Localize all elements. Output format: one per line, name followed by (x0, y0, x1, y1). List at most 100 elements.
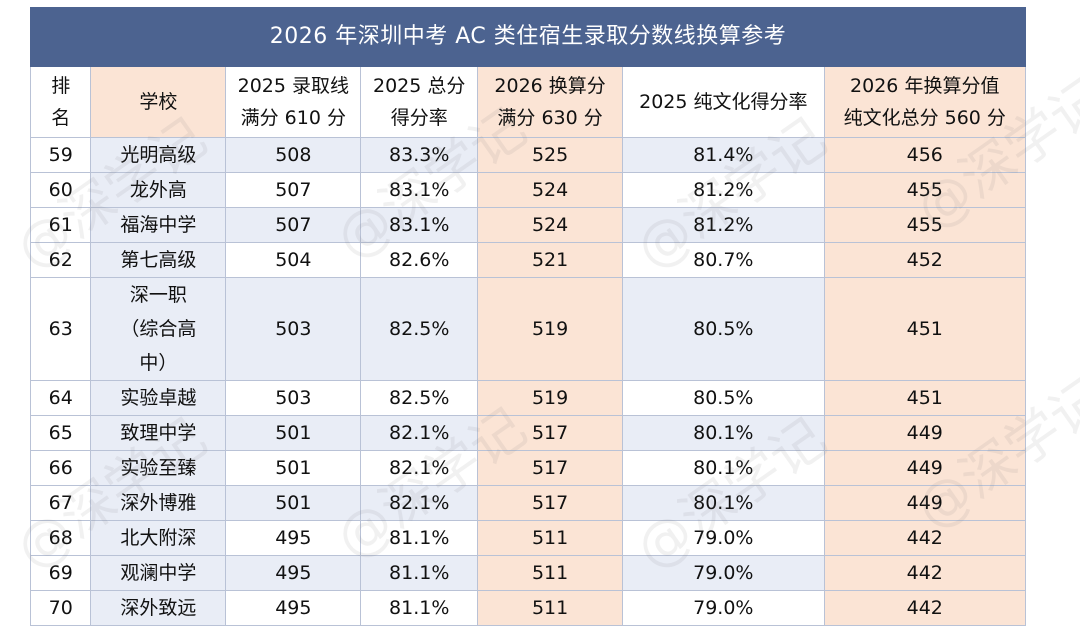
cell-rate-2025: 82.1% (360, 485, 479, 521)
cell-score-2025: 507 (225, 172, 362, 208)
score-conversion-table: 2026 年深圳中考 AC 类住宿生录取分数线换算参考 排 名 学校 2025 … (29, 7, 1027, 626)
cell-score-2026: 511 (477, 590, 624, 626)
cell-culture-rate-2025: 81.2% (622, 207, 825, 243)
cell-culture-rate-2025: 80.1% (622, 450, 825, 486)
table-title: 2026 年深圳中考 AC 类住宿生录取分数线换算参考 (30, 7, 1026, 67)
cell-rate-2025: 81.1% (360, 520, 479, 556)
cell-school: 北大附深 (90, 520, 227, 556)
cell-rank: 61 (29, 207, 92, 243)
header-culture-rate-2025: 2025 纯文化得分率 (622, 66, 825, 138)
cell-rate-2025: 83.1% (360, 172, 479, 208)
header-rank: 排 名 (29, 66, 92, 138)
cell-score-2026: 511 (477, 555, 624, 591)
cell-score-2026: 519 (477, 277, 624, 381)
header-score-2025: 2025 录取线 满分 610 分 (225, 66, 362, 138)
cell-rate-2025: 82.1% (360, 450, 479, 486)
cell-school: 实验卓越 (90, 380, 227, 416)
header-rate-2025: 2025 总分 得分率 (360, 66, 479, 138)
cell-culture-rate-2025: 80.7% (622, 242, 825, 278)
cell-culture-rate-2025: 81.2% (622, 172, 825, 208)
cell-rate-2025: 83.1% (360, 207, 479, 243)
cell-score-2025: 495 (225, 520, 362, 556)
header-culture-2026: 2026 年换算分值 纯文化总分 560 分 (823, 66, 1027, 138)
cell-rank: 59 (29, 137, 92, 173)
cell-culture-rate-2025: 79.0% (622, 520, 825, 556)
cell-score-2026: 519 (477, 380, 624, 416)
cell-culture-2026: 442 (823, 520, 1027, 556)
table-row: 59 光明高级 508 83.3% 525 81.4% 456 (29, 137, 1027, 173)
table-row: 69 观澜中学 495 81.1% 511 79.0% 442 (29, 555, 1027, 591)
cell-school: 深外博雅 (90, 485, 227, 521)
cell-score-2025: 507 (225, 207, 362, 243)
cell-score-2025: 495 (225, 590, 362, 626)
cell-school: 第七高级 (90, 242, 227, 278)
cell-rate-2025: 81.1% (360, 590, 479, 626)
cell-culture-2026: 451 (823, 277, 1027, 381)
cell-culture-2026: 455 (823, 207, 1027, 243)
table-row: 62 第七高级 504 82.6% 521 80.7% 452 (29, 242, 1027, 278)
cell-culture-2026: 452 (823, 242, 1027, 278)
cell-rank: 60 (29, 172, 92, 208)
cell-rank: 64 (29, 380, 92, 416)
table-row: 63 深一职 （综合高 中） 503 82.5% 519 80.5% 451 (29, 277, 1027, 381)
cell-school: 深外致远 (90, 590, 227, 626)
cell-score-2026: 517 (477, 485, 624, 521)
cell-culture-rate-2025: 80.1% (622, 415, 825, 451)
cell-rank: 62 (29, 242, 92, 278)
cell-rate-2025: 81.1% (360, 555, 479, 591)
cell-score-2025: 501 (225, 415, 362, 451)
cell-rate-2025: 83.3% (360, 137, 479, 173)
table-header-row: 排 名 学校 2025 录取线 满分 610 分 2025 总分 得分率 202… (29, 66, 1027, 138)
cell-culture-rate-2025: 80.5% (622, 277, 825, 381)
header-school: 学校 (90, 66, 227, 138)
cell-score-2026: 517 (477, 450, 624, 486)
cell-culture-2026: 456 (823, 137, 1027, 173)
cell-score-2025: 501 (225, 485, 362, 521)
cell-score-2025: 503 (225, 380, 362, 416)
cell-score-2026: 511 (477, 520, 624, 556)
table-row: 64 实验卓越 503 82.5% 519 80.5% 451 (29, 380, 1027, 416)
cell-rate-2025: 82.6% (360, 242, 479, 278)
cell-culture-2026: 442 (823, 590, 1027, 626)
cell-rank: 63 (29, 277, 92, 381)
cell-culture-rate-2025: 81.4% (622, 137, 825, 173)
header-score-2026: 2026 换算分 满分 630 分 (477, 66, 624, 138)
cell-culture-2026: 449 (823, 485, 1027, 521)
table-row: 70 深外致远 495 81.1% 511 79.0% 442 (29, 590, 1027, 626)
cell-culture-2026: 451 (823, 380, 1027, 416)
cell-score-2026: 524 (477, 207, 624, 243)
cell-score-2026: 521 (477, 242, 624, 278)
cell-score-2025: 503 (225, 277, 362, 381)
cell-score-2025: 495 (225, 555, 362, 591)
cell-rank: 67 (29, 485, 92, 521)
cell-school: 龙外高 (90, 172, 227, 208)
cell-score-2025: 508 (225, 137, 362, 173)
cell-culture-rate-2025: 80.1% (622, 485, 825, 521)
cell-culture-2026: 449 (823, 415, 1027, 451)
cell-culture-rate-2025: 79.0% (622, 590, 825, 626)
cell-score-2026: 517 (477, 415, 624, 451)
cell-rank: 68 (29, 520, 92, 556)
table-row: 67 深外博雅 501 82.1% 517 80.1% 449 (29, 485, 1027, 521)
cell-rank: 69 (29, 555, 92, 591)
table-row: 65 致理中学 501 82.1% 517 80.1% 449 (29, 415, 1027, 451)
cell-rank: 70 (29, 590, 92, 626)
cell-score-2025: 501 (225, 450, 362, 486)
table-row: 61 福海中学 507 83.1% 524 81.2% 455 (29, 207, 1027, 243)
table-row: 68 北大附深 495 81.1% 511 79.0% 442 (29, 520, 1027, 556)
cell-culture-2026: 455 (823, 172, 1027, 208)
cell-culture-rate-2025: 80.5% (622, 380, 825, 416)
cell-school: 观澜中学 (90, 555, 227, 591)
score-table-container: 2026 年深圳中考 AC 类住宿生录取分数线换算参考 排 名 学校 2025 … (29, 7, 1027, 626)
cell-rate-2025: 82.5% (360, 277, 479, 381)
cell-culture-2026: 449 (823, 450, 1027, 486)
table-title-row: 2026 年深圳中考 AC 类住宿生录取分数线换算参考 (30, 7, 1026, 67)
cell-culture-rate-2025: 79.0% (622, 555, 825, 591)
cell-score-2025: 504 (225, 242, 362, 278)
cell-school: 光明高级 (90, 137, 227, 173)
cell-culture-2026: 442 (823, 555, 1027, 591)
cell-school: 致理中学 (90, 415, 227, 451)
cell-school: 福海中学 (90, 207, 227, 243)
cell-rate-2025: 82.5% (360, 380, 479, 416)
cell-score-2026: 524 (477, 172, 624, 208)
